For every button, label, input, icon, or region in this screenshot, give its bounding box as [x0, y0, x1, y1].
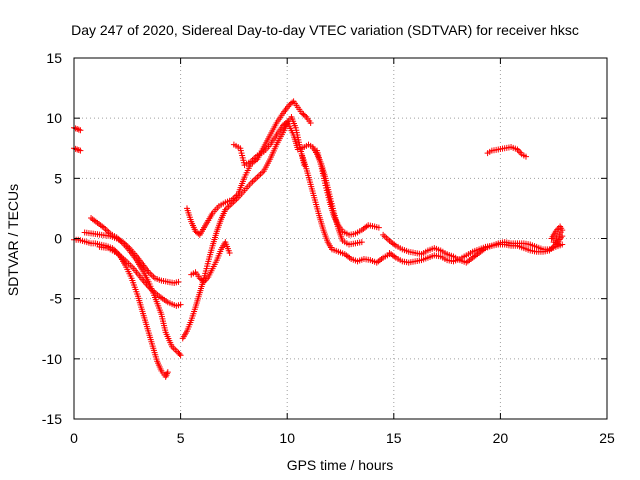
data-point: [77, 127, 84, 134]
data-point: [289, 99, 296, 106]
y-tick-label: 15: [46, 50, 62, 66]
x-tick-label: 15: [386, 430, 402, 446]
x-axis-label: GPS time / hours: [287, 457, 394, 473]
grid: [74, 58, 607, 419]
y-tick-label: 10: [46, 110, 62, 126]
y-tick-label: -15: [42, 411, 62, 427]
data-point: [177, 352, 184, 359]
data-series-track-h: [183, 98, 314, 238]
data-series: [71, 98, 566, 380]
data-series-track-l: [314, 147, 382, 238]
data-series-track-i: [188, 239, 233, 285]
data-point: [226, 249, 233, 256]
y-tick-label: 5: [54, 170, 62, 186]
x-tick-label: 10: [279, 430, 295, 446]
y-tick-label: 0: [54, 231, 62, 247]
data-point: [301, 112, 308, 119]
data-series-track-g: [179, 113, 308, 342]
axis-ticks: 0 5 10 15 20 25 -15 -10 -5 0 5 10 15: [42, 50, 615, 446]
x-tick-label: 0: [70, 430, 78, 446]
data-series-track-k: [299, 152, 393, 266]
data-series-track-b: [71, 145, 84, 154]
y-tick-label: -5: [50, 291, 63, 307]
data-point: [176, 351, 183, 358]
data-point: [522, 153, 529, 160]
data-point: [307, 119, 314, 126]
data-series-track-o: [548, 223, 566, 248]
data-point: [175, 278, 182, 285]
data-point: [177, 301, 184, 308]
y-axis-label: SDTVAR / TECUs: [5, 184, 21, 296]
y-tick-label: -10: [42, 351, 62, 367]
x-tick-label: 25: [599, 430, 615, 446]
data-series-track-f: [96, 243, 184, 309]
data-series-track-p: [484, 144, 529, 160]
chart-title: Day 247 of 2020, Sidereal Day-to-day VTE…: [71, 22, 579, 38]
x-tick-label: 5: [177, 430, 185, 446]
data-series-track-a: [71, 124, 84, 134]
data-series-track-e: [81, 229, 182, 287]
x-tick-label: 20: [493, 430, 509, 446]
data-point: [77, 147, 84, 154]
data-point: [164, 369, 171, 376]
data-point: [358, 239, 365, 246]
data-point: [557, 241, 564, 248]
data-point: [375, 224, 382, 231]
